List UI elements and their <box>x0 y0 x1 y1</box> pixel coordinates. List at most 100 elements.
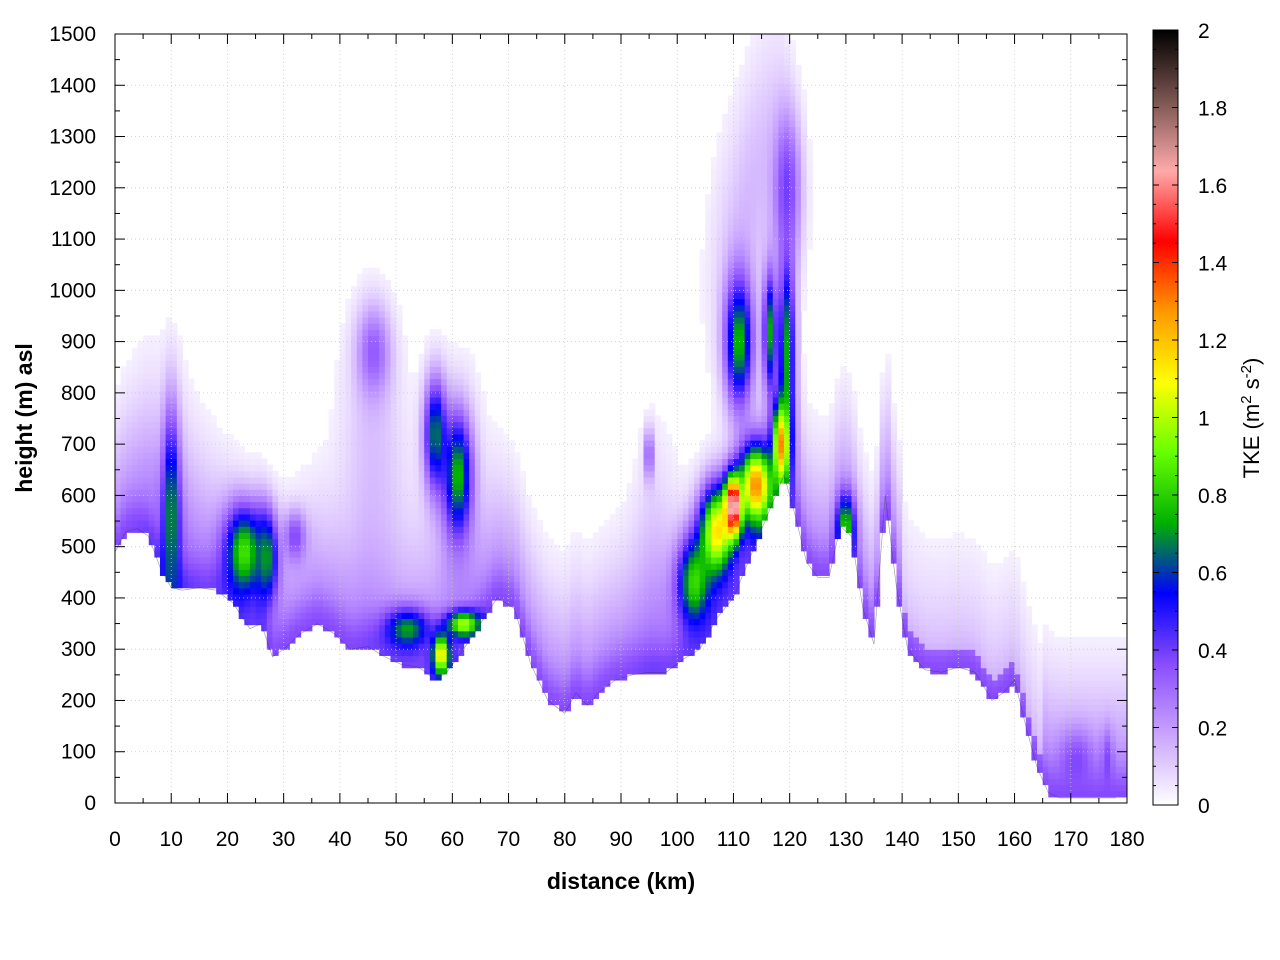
heat-cell <box>570 544 577 552</box>
heat-cell <box>637 532 645 540</box>
heat-cell <box>463 433 470 441</box>
heat-cell <box>733 366 740 373</box>
heat-cell <box>654 612 661 620</box>
heat-cell <box>778 52 785 60</box>
heat-cell <box>694 593 701 601</box>
heat-cell <box>547 661 555 669</box>
heat-cell <box>750 64 757 72</box>
heat-cell <box>688 581 695 589</box>
heat-cell <box>176 440 184 447</box>
heat-cell <box>772 396 780 404</box>
heat-cell <box>755 144 763 152</box>
heat-cell <box>418 384 425 392</box>
heat-cell <box>165 372 172 380</box>
heat-cell <box>767 107 774 115</box>
heat-cell <box>210 452 217 460</box>
heat-cell <box>531 636 538 644</box>
heat-cell <box>632 458 639 466</box>
heat-cell <box>283 501 290 509</box>
heat-cell <box>750 403 757 410</box>
heat-cell <box>323 538 330 546</box>
heat-cell <box>497 569 504 576</box>
heat-cell <box>553 606 560 613</box>
heat-cell <box>311 593 318 601</box>
heat-cell <box>710 544 718 552</box>
heat-cell <box>480 513 487 521</box>
heat-cell <box>519 563 527 570</box>
heat-cell <box>188 507 195 515</box>
heat-cell <box>396 415 403 423</box>
heat-cell <box>665 464 673 472</box>
heat-cell <box>356 298 363 306</box>
heat-cell <box>193 532 200 540</box>
heat-cell <box>446 409 453 417</box>
heat-cell <box>621 550 628 558</box>
heat-cell <box>204 452 212 460</box>
heat-cell <box>778 163 785 170</box>
heat-cell <box>396 476 403 484</box>
heat-cell <box>744 181 751 189</box>
heat-cell <box>390 612 397 620</box>
heat-cell <box>570 649 577 656</box>
heat-cell <box>261 464 268 472</box>
heat-cell <box>761 366 768 373</box>
heat-cell <box>733 403 740 410</box>
heat-cell <box>131 489 139 496</box>
heat-cell <box>480 606 487 613</box>
heat-cell <box>137 396 144 404</box>
heat-cell <box>604 520 611 527</box>
heat-cell <box>469 550 476 558</box>
heat-cell <box>604 593 611 601</box>
heat-cell <box>159 563 167 570</box>
heat-cell <box>733 218 740 226</box>
heat-cell <box>204 556 212 564</box>
heat-cell <box>716 187 723 195</box>
heat-cell <box>418 556 425 564</box>
heat-cell <box>463 618 470 626</box>
heat-cell <box>323 532 330 540</box>
heat-cell <box>452 513 459 521</box>
heat-cell <box>705 606 712 613</box>
heat-cell <box>722 249 729 257</box>
heat-cell <box>396 624 403 632</box>
heat-cell <box>143 415 150 423</box>
heat-cell <box>525 513 532 521</box>
heat-cell <box>778 58 785 66</box>
heat-cell <box>176 575 184 583</box>
heat-cell <box>446 464 453 472</box>
heat-cell <box>384 316 392 324</box>
heat-cell <box>649 606 656 613</box>
heat-cell <box>379 599 386 607</box>
heat-cell <box>306 624 313 632</box>
heat-cell <box>424 606 431 613</box>
heat-cell <box>682 612 690 620</box>
heat-cell <box>261 501 268 509</box>
heat-cell <box>643 612 650 620</box>
heat-cell <box>143 446 150 453</box>
heat-cell <box>772 304 780 312</box>
heat-cell <box>356 323 363 330</box>
heat-cell <box>576 636 583 644</box>
heat-cell <box>632 655 639 663</box>
heat-cell <box>373 335 380 343</box>
heat-cell <box>137 507 144 515</box>
heat-cell <box>733 335 740 343</box>
heat-cell <box>694 526 701 533</box>
heat-cell <box>592 581 600 589</box>
heat-cell <box>345 335 352 343</box>
heat-cell <box>643 440 650 447</box>
heat-cell <box>401 630 408 638</box>
heat-cell <box>311 489 318 496</box>
heat-cell <box>379 384 386 392</box>
heat-cell <box>300 520 307 527</box>
heat-cell <box>480 446 487 453</box>
heat-cell <box>300 569 307 576</box>
heat-cell <box>446 661 453 669</box>
heat-cell <box>435 569 442 576</box>
heat-cell <box>435 329 442 337</box>
heat-cell <box>564 661 571 669</box>
heat-cell <box>356 501 363 509</box>
heat-cell <box>435 476 442 484</box>
heat-cell <box>649 649 656 656</box>
heat-cell <box>778 396 785 404</box>
